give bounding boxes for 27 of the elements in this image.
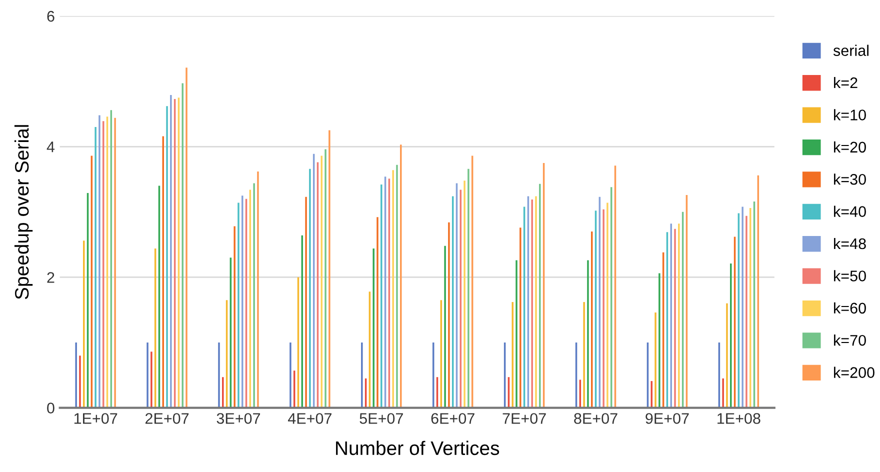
legend-label: k=10 <box>834 109 866 120</box>
x-tick-label: 8E+07 <box>574 413 618 424</box>
legend-label: k=200 <box>834 366 874 378</box>
x-tick-label: 9E+07 <box>646 413 689 424</box>
x-tick-label: 2E+07 <box>145 413 189 424</box>
x-axis-title: Number of Vertices <box>336 440 500 456</box>
x-tick-label: 6E+07 <box>431 413 474 424</box>
legend-label: k=40 <box>834 206 866 217</box>
legend-label: k=30 <box>834 174 866 185</box>
legend-label: k=50 <box>834 270 866 282</box>
y-tick-label: 6 <box>47 10 54 22</box>
x-tick-label: 7E+07 <box>502 413 546 424</box>
legend-label: k=20 <box>834 141 866 153</box>
legend-label: k=70 <box>834 334 866 346</box>
legend-label: k=48 <box>834 238 866 250</box>
y-tick-label: 4 <box>46 142 55 152</box>
y-axis-title: Speedup over Serial <box>14 125 33 300</box>
legend-label: serial <box>833 44 868 56</box>
x-tick-label: 4E+07 <box>288 413 332 424</box>
x-tick-label: 3E+07 <box>216 413 260 424</box>
x-tick-label: 1E+08 <box>718 413 760 424</box>
y-tick-label: 0 <box>47 402 54 414</box>
x-tick-label: 1E+07 <box>74 413 118 424</box>
legend-label: k=2 <box>834 76 858 88</box>
y-tick-label: 2 <box>47 272 54 283</box>
x-tick-label: 5E+07 <box>360 413 403 424</box>
legend-label: k=60 <box>834 302 866 314</box>
